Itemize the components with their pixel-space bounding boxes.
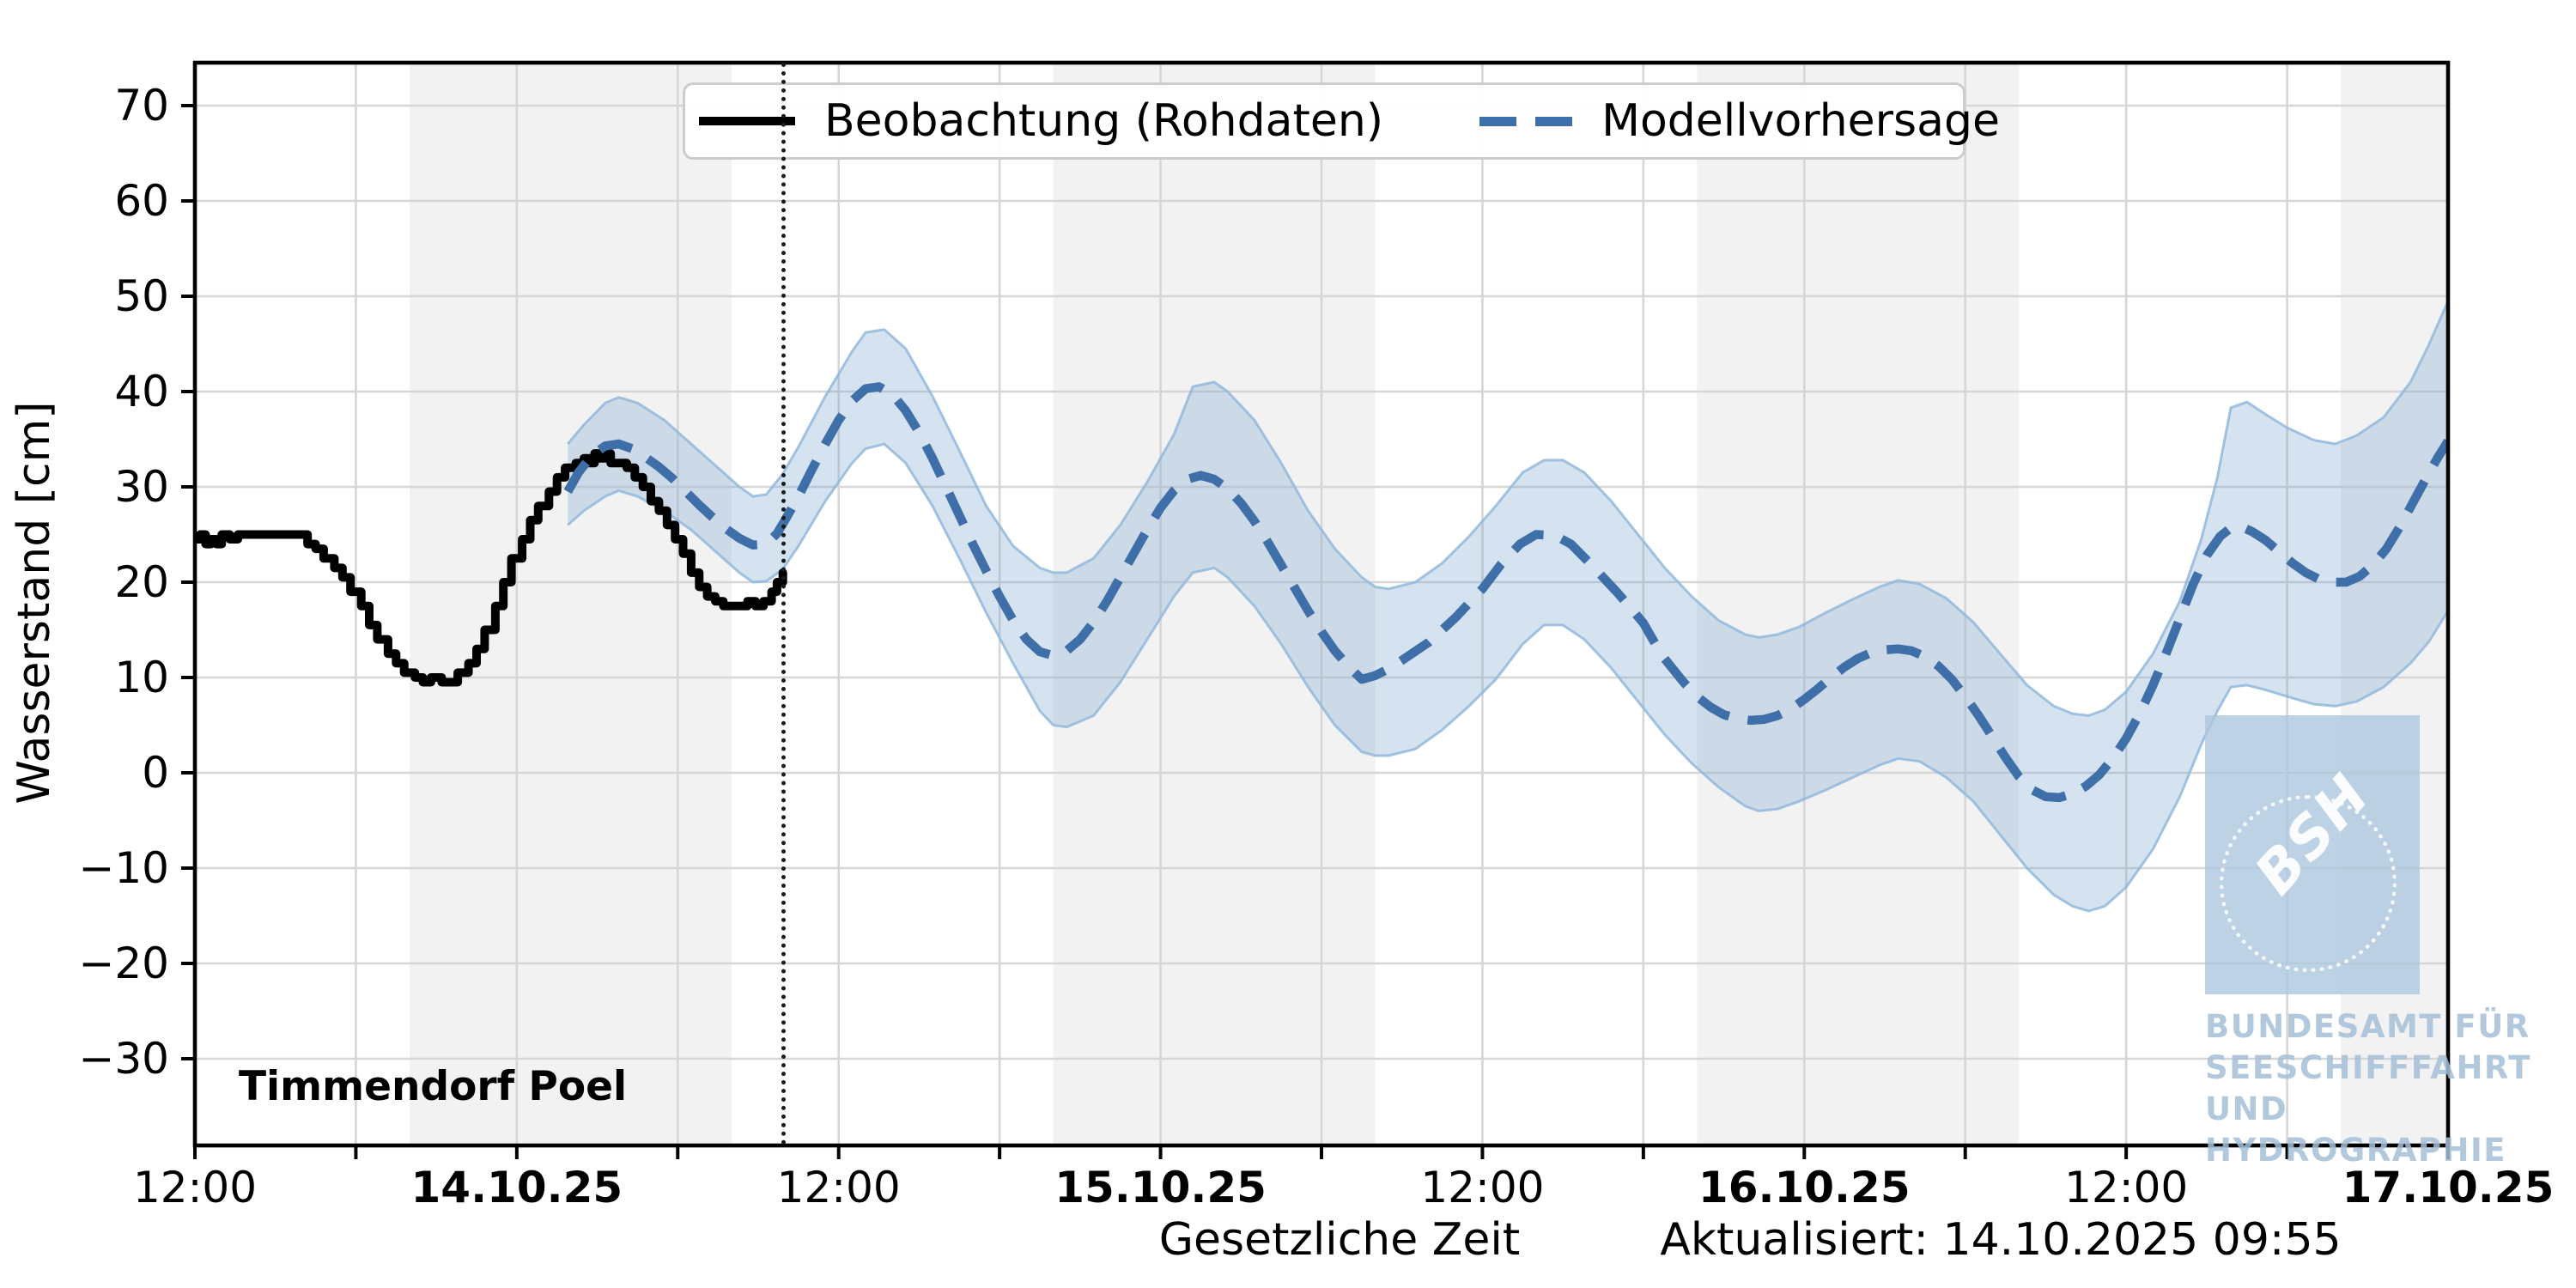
x-tick-label: 12:00 [1420, 1163, 1544, 1212]
y-tick-label: 40 [114, 367, 169, 416]
forecast-confidence-band [568, 301, 2448, 911]
watermark-line: BUNDESAMT FÜR [2205, 1008, 2530, 1045]
watermark-line: SEESCHIFFFAHRT [2205, 1049, 2531, 1086]
legend-item-observation: Beobachtung (Rohdaten) [699, 95, 1383, 147]
x-tick-label: 16.10.25 [1698, 1163, 1911, 1212]
y-tick-label: 0 [142, 748, 169, 798]
legend-forecast-label: Modellvorhersage [1601, 95, 2001, 147]
night-shading-band [409, 63, 732, 1145]
bsh-logo-dotted-circle-icon [2220, 795, 2397, 972]
y-tick-label: 30 [114, 462, 169, 512]
y-tick-label: 10 [114, 653, 169, 702]
x-tick-label: 12:00 [2064, 1163, 2188, 1212]
forecast-line [563, 382, 2448, 803]
x-tick-label: 15.10.25 [1054, 1163, 1267, 1212]
y-tick-label: −20 [78, 939, 169, 988]
bsh-watermark-text: BUNDESAMT FÜR SEESCHIFFFAHRT UND HYDROGR… [2205, 1006, 2531, 1171]
y-tick-label: 60 [114, 176, 169, 226]
y-tick-label: 20 [114, 557, 169, 607]
y-tick-label: −30 [78, 1034, 169, 1084]
x-axis-label: Gesetzliche Zeit [1158, 1214, 1521, 1266]
x-tick-label: 14.10.25 [410, 1163, 623, 1212]
y-tick-label: 50 [114, 271, 169, 321]
forecast-start-now-line [781, 63, 786, 1145]
confidence-band-upper-edge [567, 300, 2448, 717]
confidence-band-lower-edge [567, 442, 2448, 913]
legend-item-forecast: Modellvorhersage [1479, 95, 2000, 147]
updated-timestamp-label: Aktualisiert: 14.10.2025 09:55 [1660, 1214, 2342, 1266]
x-tick-label: 12:00 [777, 1163, 901, 1212]
watermark-line: UND [2205, 1091, 2288, 1127]
legend-observation-label: Beobachtung (Rohdaten) [824, 95, 1384, 147]
station-name-label: Timmendorf Poel [239, 1063, 628, 1110]
y-axis-label: Wasserstand [cm] [9, 401, 60, 805]
observation-line [195, 449, 787, 687]
bsh-watermark: BSH BUNDESAMT FÜR SEESCHIFFFAHRT UND HYD… [2205, 715, 2531, 1171]
legend: Beobachtung (Rohdaten) Modellvorhersage [683, 82, 2000, 160]
x-tick-label: 17.10.25 [2342, 1163, 2555, 1212]
y-tick-label: 70 [114, 81, 169, 131]
forecast-dashed-line-sample [1479, 116, 1573, 126]
y-tick-label: −10 [78, 843, 169, 893]
watermark-line: HYDROGRAPHIE [2205, 1132, 2507, 1169]
observation-line-sample [699, 117, 795, 125]
x-tick-label: 12:00 [133, 1163, 257, 1212]
bsh-logo-square: BSH [2205, 715, 2420, 994]
